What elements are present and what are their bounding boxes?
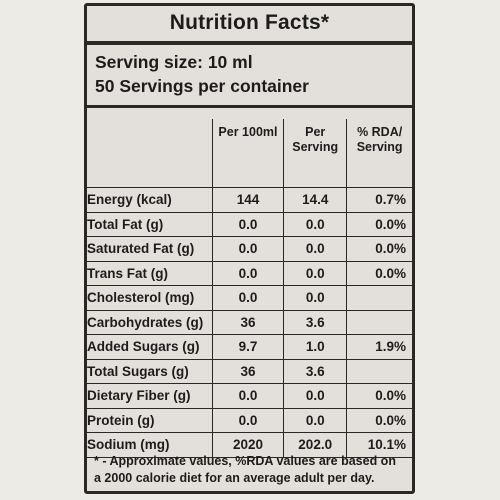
per-100ml-value: 0.0 bbox=[211, 285, 285, 311]
nutrient-name: Energy (kcal) bbox=[87, 187, 213, 213]
per-serving-value: 0.0 bbox=[283, 407, 348, 433]
nutrient-name: Added Sugars (g) bbox=[87, 334, 213, 360]
serving-size: Serving size: 10 ml bbox=[95, 52, 253, 72]
rda-value: 0.0% bbox=[346, 407, 412, 433]
rda-value: 1.9% bbox=[346, 334, 412, 360]
header-cell-rda: % RDA/Serving bbox=[346, 119, 412, 188]
per-100ml-value: 144 bbox=[211, 187, 285, 213]
rda-value: 0.0% bbox=[346, 211, 412, 237]
rda-value: 0.0% bbox=[346, 260, 412, 286]
serving-divider bbox=[87, 105, 412, 108]
table-body: Energy (kcal) 144 14.4 0.7% Total Fat (g) 0.0… bbox=[87, 187, 412, 458]
per-serving-value: 3.6 bbox=[283, 358, 348, 384]
per-serving-value: 3.6 bbox=[283, 309, 348, 335]
table-header-row: Per 100ml Per Serving % RDA/Serving bbox=[87, 119, 412, 188]
rda-value bbox=[346, 309, 412, 335]
per-serving-value: 0.0 bbox=[283, 236, 348, 262]
rda-value: 10.1% bbox=[346, 432, 412, 458]
nutrient-name: Dietary Fiber (g) bbox=[87, 383, 213, 409]
per-serving-value: 0.0 bbox=[283, 285, 348, 311]
table-row: Dietary Fiber (g) 0.0 0.0 0.0% bbox=[87, 383, 412, 409]
per-100ml-value: 9.7 bbox=[211, 334, 285, 360]
header-cell-nutrient bbox=[87, 119, 213, 188]
per-serving-value: 0.0 bbox=[283, 383, 348, 409]
table-row: Cholesterol (mg) 0.0 0.0 bbox=[87, 285, 412, 311]
per-100ml-value: 0.0 bbox=[211, 236, 285, 262]
per-100ml-value: 36 bbox=[211, 358, 285, 384]
nutrient-name: Total Fat (g) bbox=[87, 211, 213, 237]
table-row: Energy (kcal) 144 14.4 0.7% bbox=[87, 187, 412, 213]
nutrient-name: Carbohydrates (g) bbox=[87, 309, 213, 335]
per-100ml-value: 0.0 bbox=[211, 260, 285, 286]
label-title: Nutrition Facts* bbox=[169, 11, 330, 34]
nutrient-name: Sodium (mg) bbox=[87, 432, 213, 458]
table-row: Trans Fat (g) 0.0 0.0 0.0% bbox=[87, 260, 412, 286]
table-row: Protein (g) 0.0 0.0 0.0% bbox=[87, 407, 412, 433]
nutrient-name: Protein (g) bbox=[87, 407, 213, 433]
table-row: Sodium (mg) 2020 202.0 10.1% bbox=[87, 432, 412, 458]
per-serving-value: 1.0 bbox=[283, 334, 348, 360]
rda-value: 0.7% bbox=[346, 187, 412, 213]
per-100ml-value: 36 bbox=[211, 309, 285, 335]
table-row: Total Fat (g) 0.0 0.0 0.0% bbox=[87, 211, 412, 237]
per-serving-value: 0.0 bbox=[283, 211, 348, 237]
per-100ml-value: 0.0 bbox=[211, 407, 285, 433]
header-cell-per-serving: Per Serving bbox=[283, 119, 348, 188]
title-divider bbox=[87, 41, 412, 45]
rda-value: 0.0% bbox=[346, 383, 412, 409]
per-serving-value: 0.0 bbox=[283, 260, 348, 286]
table-row: Carbohydrates (g) 36 3.6 bbox=[87, 309, 412, 335]
nutrition-table: Per 100ml Per Serving % RDA/Serving Energ… bbox=[87, 119, 412, 458]
nutrient-name: Total Sugars (g) bbox=[87, 358, 213, 384]
nutrient-name: Saturated Fat (g) bbox=[87, 236, 213, 262]
rda-value: 0.0% bbox=[346, 236, 412, 262]
nutrient-name: Trans Fat (g) bbox=[87, 260, 213, 286]
rda-value bbox=[346, 285, 412, 311]
per-serving-value: 14.4 bbox=[283, 187, 348, 213]
per-100ml-value: 2020 bbox=[211, 432, 285, 458]
header-cell-per-100ml: Per 100ml bbox=[211, 119, 285, 188]
table-row: Saturated Fat (g) 0.0 0.0 0.0% bbox=[87, 236, 412, 262]
per-serving-value: 202.0 bbox=[283, 432, 348, 458]
nutrient-name: Cholesterol (mg) bbox=[87, 285, 213, 311]
footnote: * - Approximate values, %RDA values are … bbox=[94, 454, 396, 485]
rda-value bbox=[346, 358, 412, 384]
servings-per-container: 50 Servings per container bbox=[95, 76, 309, 96]
per-100ml-value: 0.0 bbox=[211, 383, 285, 409]
table-row: Added Sugars (g) 9.7 1.0 1.9% bbox=[87, 334, 412, 360]
per-100ml-value: 0.0 bbox=[211, 211, 285, 237]
nutrition-label: Nutrition Facts* Serving size: 10 ml 50 … bbox=[84, 3, 415, 494]
table-row: Total Sugars (g) 36 3.6 bbox=[87, 358, 412, 384]
